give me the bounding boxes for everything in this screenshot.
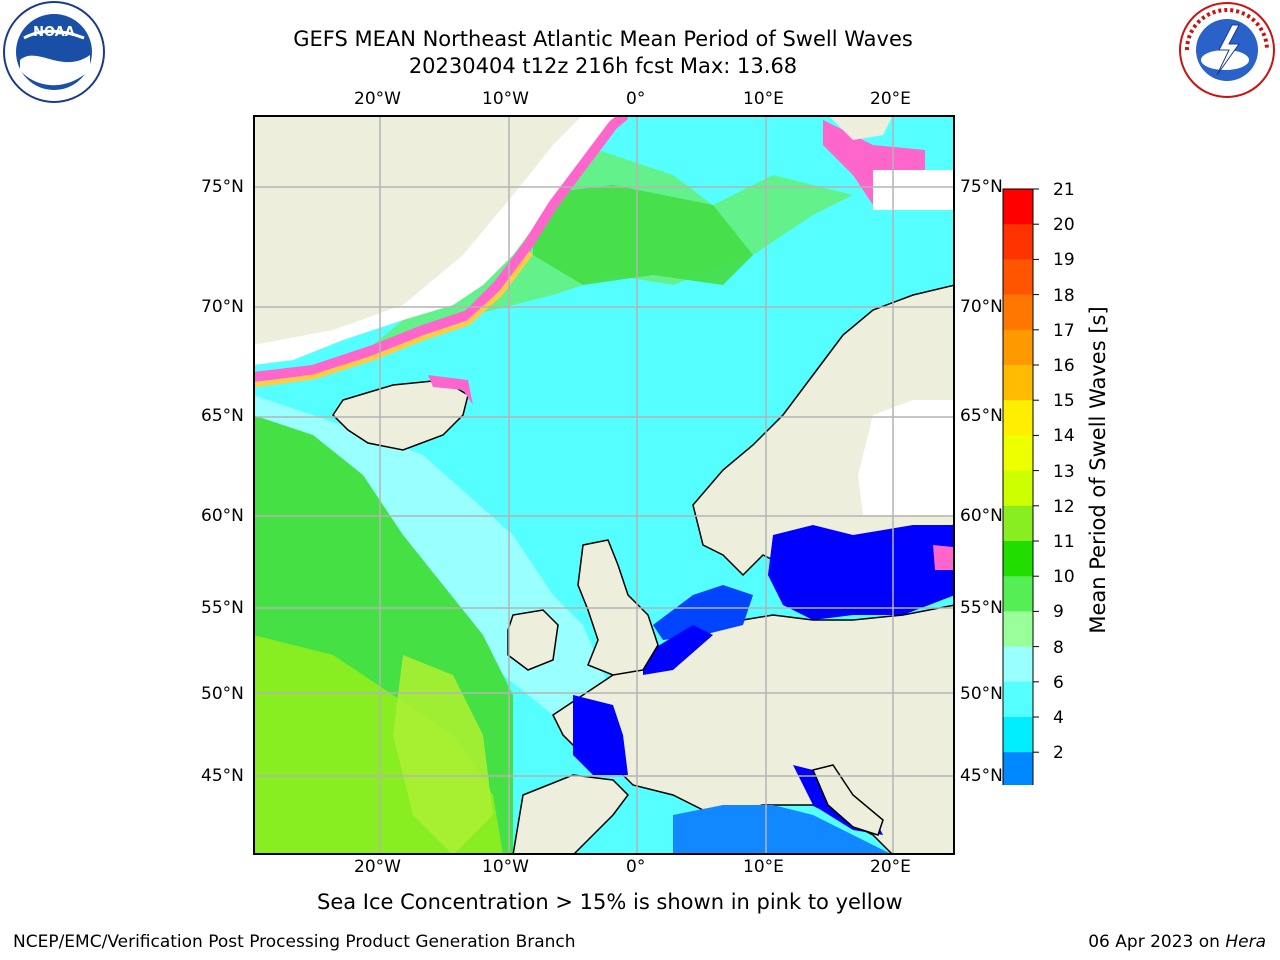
chart-title: GEFS MEAN Northeast Atlantic Mean Period… — [293, 27, 913, 51]
sweden-ice — [858, 400, 955, 515]
lat-label-right: 60°N — [960, 506, 1003, 526]
lat-label-left: 70°N — [201, 297, 244, 317]
chart-subtitle: 20230404 t12z 216h fcst Max: 13.68 — [408, 54, 798, 78]
lat-label-left: 65°N — [201, 406, 244, 426]
colorbar-segment — [1003, 576, 1033, 612]
italy — [811, 764, 884, 836]
lat-label-right: 65°N — [960, 406, 1003, 426]
sea-ice-note: Sea Ice Concentration > 15% is shown in … — [317, 890, 903, 914]
footer-date-text: 06 Apr 2023 on — [1088, 932, 1226, 952]
colorbar-frame — [1002, 188, 1034, 785]
colorbar-segment — [1003, 681, 1033, 718]
lon-label-top: 20°W — [354, 89, 401, 109]
colorbar-tick-label: 15 — [1053, 391, 1075, 412]
lon-label-bottom: 20°W — [354, 857, 401, 877]
lon-label-bottom: 20°E — [870, 857, 911, 877]
greenland — [253, 115, 603, 365]
colorbar-label: Mean Period of Swell Waves [s] — [1086, 306, 1110, 634]
colorbar-segment — [1003, 541, 1033, 577]
mediterranean — [673, 805, 893, 855]
colorbar-tick-label: 2 — [1053, 743, 1064, 764]
colorbar-segment — [1003, 259, 1033, 296]
lat-label-right: 50°N — [960, 684, 1003, 704]
colorbar-segment — [1003, 400, 1033, 436]
colorbar-tick-label: 10 — [1053, 567, 1075, 588]
lon-label-bottom: 10°E — [743, 857, 784, 877]
lat-label-left: 75°N — [201, 177, 244, 197]
colorbar-tick-label: 21 — [1053, 180, 1075, 200]
lat-label-left: 55°N — [201, 598, 244, 618]
colorbar-segment — [1003, 435, 1033, 472]
colorbar-segment — [1003, 224, 1033, 260]
lon-label-bottom: 0° — [626, 857, 646, 877]
sea-ice-greenland — [253, 115, 623, 365]
lat-label-right: 70°N — [960, 297, 1003, 317]
lon-label-top: 10°E — [743, 89, 784, 109]
colorbar-tick-label: 11 — [1053, 532, 1075, 552]
baltic-sea — [768, 525, 955, 620]
iberia — [512, 774, 629, 855]
sea-ice-edge-yellow — [253, 251, 533, 388]
bay-of-biscay — [573, 695, 628, 775]
colorbar-segment — [1003, 365, 1033, 401]
swell-zone-12s-core — [393, 655, 493, 855]
colorbar-segment — [1003, 611, 1033, 648]
sea-ice-edge — [253, 115, 629, 382]
nws-logo — [1179, 2, 1275, 98]
colorbar-segment — [1003, 470, 1033, 507]
colorbar-tick-label: 4 — [1053, 708, 1064, 728]
colorbar-tick-label: 16 — [1053, 356, 1075, 376]
colorbar-tick-label: 9 — [1053, 602, 1064, 623]
noaa-logo: NOAA — [3, 1, 105, 103]
footer-credit: NCEP/EMC/Verification Post Processing Pr… — [13, 932, 576, 952]
svalbard-white — [873, 170, 955, 210]
lat-label-right: 55°N — [960, 598, 1003, 618]
colorbar-tick-label: 14 — [1053, 426, 1075, 447]
colorbar-tick-label: 20 — [1053, 215, 1075, 236]
colorbar-segment — [1003, 646, 1033, 683]
colorbar — [1002, 188, 1039, 785]
colorbar-tick-label: 18 — [1053, 285, 1075, 306]
iceland-ice — [428, 375, 473, 405]
colorbar-tick-label: 13 — [1053, 461, 1075, 482]
channel-blue — [643, 625, 713, 675]
lon-label-top: 10°W — [482, 89, 529, 109]
footer-date: 06 Apr 2023 on Hera — [1088, 932, 1266, 952]
colorbar-segment — [1003, 717, 1033, 753]
colorbar-segment — [1003, 752, 1033, 785]
lon-label-top: 20°E — [870, 89, 911, 109]
colorbar-segment — [1003, 294, 1033, 331]
colorbar-tick-label: 12 — [1053, 496, 1075, 517]
colorbar-segment — [1003, 189, 1033, 225]
lat-label-right: 75°N — [960, 177, 1003, 197]
lon-label-bottom: 10°W — [482, 857, 529, 877]
map-frame — [253, 115, 955, 855]
lat-label-left: 60°N — [201, 506, 244, 526]
map-panel — [253, 115, 955, 855]
footer-machine: Hera — [1225, 932, 1266, 952]
colorbar-tick-label: 8 — [1053, 637, 1064, 658]
colorbar-tick-label: 6 — [1053, 672, 1064, 693]
baltic-ice — [933, 545, 953, 570]
lon-label-top: 0° — [626, 89, 646, 109]
lat-label-left: 50°N — [201, 684, 244, 704]
iceland — [332, 379, 469, 451]
colorbar-segment — [1003, 329, 1033, 366]
colorbar-segment — [1003, 505, 1033, 542]
sea-ice-svalbard — [823, 120, 955, 210]
lat-label-right: 45°N — [960, 766, 1003, 786]
lat-label-left: 45°N — [201, 766, 244, 786]
north-sea-blue — [653, 585, 753, 640]
colorbar-tick-label: 17 — [1053, 320, 1075, 341]
colorbar-tick-label: 19 — [1053, 250, 1075, 271]
svalbard — [828, 115, 893, 140]
swell-zone-11s-ne — [533, 185, 753, 285]
ireland — [507, 609, 559, 671]
noaa-logo-text: NOAA — [33, 25, 75, 40]
